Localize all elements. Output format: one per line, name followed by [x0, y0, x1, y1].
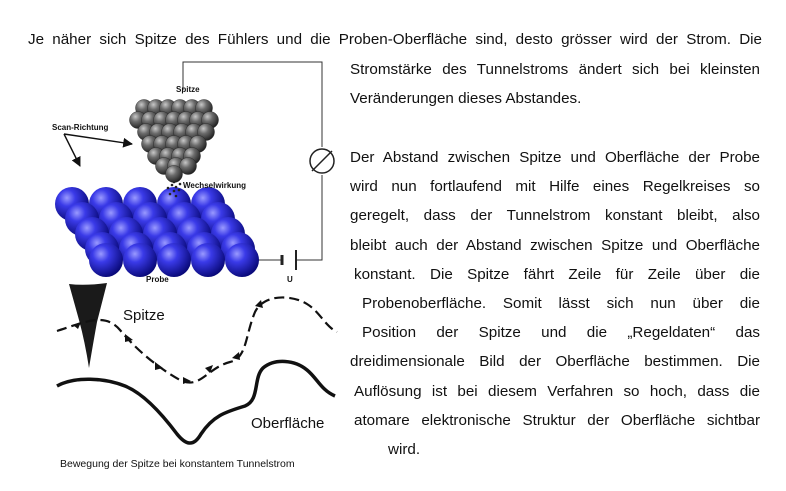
paragraph-2-line: Position der Spitze und die „Regeldaten“… — [362, 324, 760, 342]
tip-cone — [69, 283, 107, 368]
label-scan-direction: Scan-Richtung — [52, 123, 109, 132]
paragraph-1-line: Veränderungen dieses Abstandes. — [350, 90, 582, 108]
voltage-source-icon — [280, 250, 297, 270]
paragraph-2-line: Auflösung ist bei diesem Verfahren so ho… — [354, 382, 760, 400]
tip-atoms — [129, 99, 219, 183]
paragraph-2-line: atomare elektronische Struktur der Oberf… — [354, 411, 760, 429]
paragraph-2: Der Abstand zwischen Spitze und Oberfläc… — [350, 143, 760, 464]
ammeter-icon — [309, 148, 335, 174]
paragraph-2-line: wird. — [388, 440, 421, 458]
label-sample: Probe — [146, 275, 169, 284]
sample-atom — [123, 243, 157, 277]
figure-caption: Bewegung der Spitze bei konstantem Tunne… — [60, 458, 295, 470]
paragraph-1: Stromstärke des Tunnelstroms ändert sich… — [350, 55, 760, 113]
stm-schematic-figure: Spitze Scan-Richtung Wechselwirkung Prob… — [40, 56, 340, 288]
paragraph-2-line: dreidimensionale Bild der Oberfläche bes… — [350, 353, 760, 371]
paragraph-2-line: geregelt, dass der Tunnelstrom konstant … — [350, 207, 760, 225]
label-surface-curve: Oberfläche — [251, 415, 324, 432]
scan-direction-arrow — [63, 133, 133, 167]
sample-atoms — [55, 187, 259, 277]
paragraph-2-line: konstant. Die Spitze fährt Zeile für Zei… — [354, 265, 760, 283]
paragraph-2-line: bleibt auch der Abstand zwischen Spitze … — [350, 236, 760, 254]
label-voltage: U — [287, 275, 293, 284]
paragraph-1-line: Stromstärke des Tunnelstroms ändert sich… — [350, 61, 760, 78]
tip-motion-figure: Spitze Oberfläche — [56, 283, 338, 445]
paragraph-2-line: Der Abstand zwischen Spitze und Oberfläc… — [350, 149, 760, 166]
intro-line: Je näher sich Spitze des Fühlers und die… — [28, 31, 762, 48]
sample-atom — [225, 243, 259, 277]
paragraph-2-line: Probenoberfläche. Somit lässt sich nun ü… — [362, 294, 760, 312]
label-interaction: Wechselwirkung — [183, 181, 246, 190]
sample-atom — [89, 243, 123, 277]
sample-atom — [157, 243, 191, 277]
label-tip: Spitze — [176, 85, 200, 94]
tip-path-curve — [56, 296, 338, 384]
tip-atom — [179, 157, 197, 175]
tip-path-arrows — [73, 300, 263, 384]
paragraph-2-line: wird nun fortlaufend mit Hilfe eines Reg… — [350, 178, 760, 196]
sample-atom — [191, 243, 225, 277]
tip-atom — [165, 165, 183, 183]
surface-curve — [56, 359, 336, 445]
label-tip-curve: Spitze — [123, 307, 165, 324]
